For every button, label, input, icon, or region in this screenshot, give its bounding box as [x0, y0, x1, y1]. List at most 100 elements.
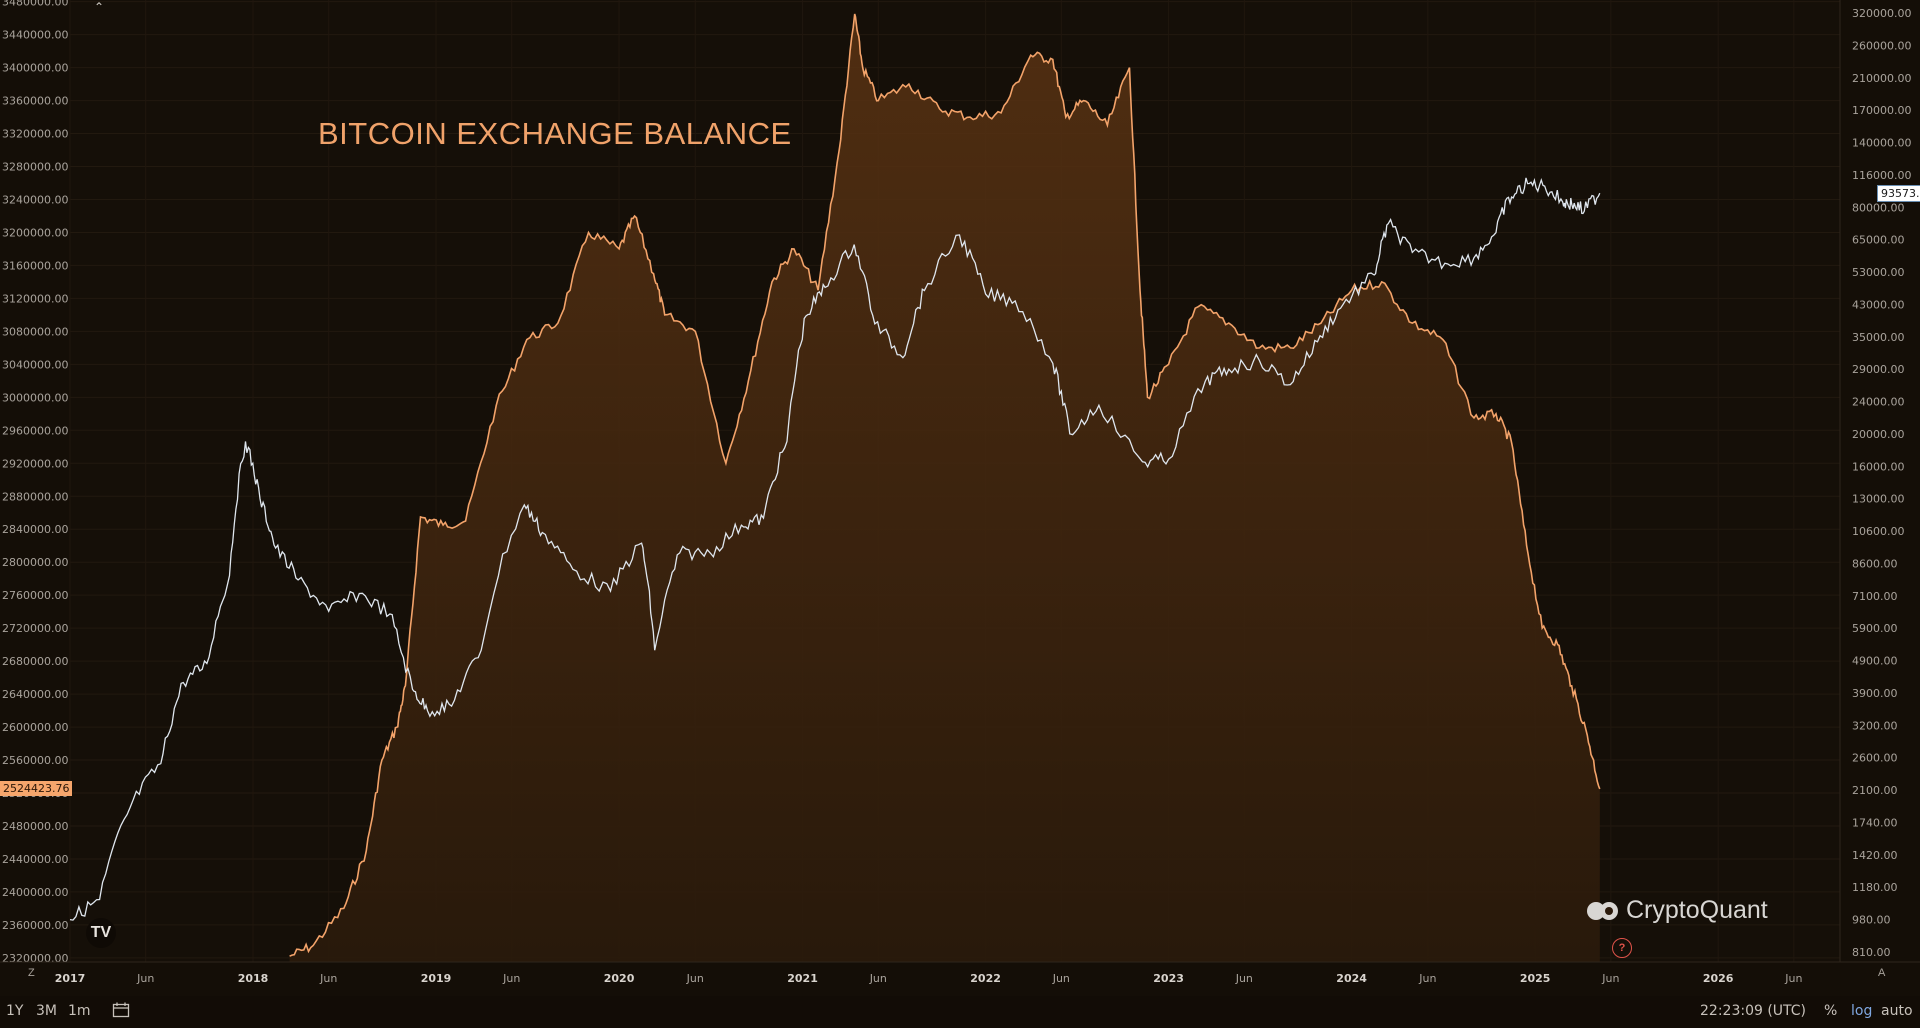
right-tick-label: 210000.00: [1852, 72, 1912, 85]
right-tick-label: 65000.00: [1852, 234, 1905, 247]
right-tick-label: 3200.00: [1852, 719, 1898, 732]
brand-name: CryptoQuant: [1626, 896, 1768, 924]
left-tick-label: 2800000.00: [2, 556, 68, 569]
time-tick-label: 2023: [1153, 972, 1184, 985]
right-tick-label: 116000.00: [1852, 169, 1912, 182]
right-tick-label: 1180.00: [1852, 881, 1898, 894]
left-tick-label: 2840000.00: [2, 523, 68, 536]
percent-scale-toggle[interactable]: %: [1824, 1003, 1838, 1019]
left-tick-label: 2560000.00: [2, 754, 68, 767]
balance-area: [289, 14, 1600, 962]
right-tick-label: 7100.00: [1852, 590, 1898, 603]
calendar-icon[interactable]: [112, 1002, 130, 1018]
left-tick-label: 3480000.00: [2, 0, 68, 9]
time-tick-label: 2022: [970, 972, 1001, 985]
right-tick-label: 4900.00: [1852, 655, 1898, 668]
log-scale-toggle[interactable]: log: [1851, 1003, 1873, 1019]
left-tick-label: 3120000.00: [2, 292, 68, 305]
left-tick-label: 2400000.00: [2, 886, 68, 899]
range-3m-button[interactable]: 3M: [36, 1003, 57, 1019]
right-tick-label: 24000.00: [1852, 396, 1905, 409]
left-tick-label: 2360000.00: [2, 919, 68, 932]
cryptoquant-logo-icon: [1587, 902, 1618, 920]
left-tick-label: 2320000.00: [2, 952, 68, 965]
balance-value-label: 2524423.76: [0, 780, 73, 796]
right-tick-label: 170000.00: [1852, 104, 1912, 117]
right-tick-label: 35000.00: [1852, 331, 1905, 344]
right-tick-label: 810.00: [1852, 946, 1891, 959]
left-tick-label: 3200000.00: [2, 226, 68, 239]
right-axis: 810.00 980.00 1180.00 1420.00 1740.00 2100.00…: [1852, 7, 1912, 959]
axis-auto-button[interactable]: A: [1878, 967, 1886, 979]
left-tick-label: 3320000.00: [2, 128, 68, 141]
right-tick-label: 53000.00: [1852, 266, 1905, 279]
left-tick-label: 3240000.00: [2, 193, 68, 206]
right-tick-label: 260000.00: [1852, 39, 1912, 52]
left-tick-label: 2440000.00: [2, 853, 68, 866]
time-tick-label: Jun: [1418, 972, 1436, 985]
right-tick-label: 10600.00: [1852, 525, 1905, 538]
balance-series-line: [289, 13, 1601, 957]
time-tick-label: 2018: [238, 972, 269, 985]
left-tick-label: 2760000.00: [2, 589, 68, 602]
collapse-chevron-icon[interactable]: ⌃: [93, 0, 105, 14]
left-tick-label: 3160000.00: [2, 259, 68, 272]
right-tick-label: 16000.00: [1852, 460, 1905, 473]
btc-price-label: 93573.42: [1877, 185, 1920, 203]
right-tick-label: 8600.00: [1852, 557, 1898, 570]
time-tick-label: Jun: [502, 972, 520, 985]
chart-title: BITCOIN EXCHANGE BALANCE: [318, 116, 792, 151]
left-tick-label: 3360000.00: [2, 95, 68, 108]
time-tick-label: 2019: [421, 972, 452, 985]
time-tick-label: Jun: [686, 972, 704, 985]
warning-icon[interactable]: ?: [1612, 938, 1632, 958]
time-tick-label: Jun: [136, 972, 154, 985]
time-tick-label: 2017: [55, 972, 86, 985]
time-tick-label: 2020: [604, 972, 635, 985]
right-tick-label: 43000.00: [1852, 298, 1905, 311]
range-1m-button[interactable]: 1m: [68, 1003, 91, 1019]
left-tick-label: 2480000.00: [2, 820, 68, 833]
right-tick-label: 13000.00: [1852, 493, 1905, 506]
right-tick-label: 140000.00: [1852, 137, 1912, 150]
zoom-reset-button[interactable]: Z: [28, 967, 35, 979]
left-tick-label: 2880000.00: [2, 490, 68, 503]
left-tick-label: 2640000.00: [2, 688, 68, 701]
right-tick-label: 20000.00: [1852, 428, 1905, 441]
right-tick-label: 2100.00: [1852, 784, 1898, 797]
right-tick-label: 29000.00: [1852, 363, 1905, 376]
time-axis: 2017 Jun 2018 Jun 2019 Jun 2020 Jun 2021 Jun 2022 J…: [55, 972, 1803, 985]
right-tick-label: 80000.00: [1852, 201, 1905, 214]
right-tick-label: 1740.00: [1852, 816, 1898, 829]
right-tick-label: 980.00: [1852, 914, 1891, 927]
utc-clock: 22:23:09 (UTC): [1700, 1003, 1807, 1019]
left-tick-label: 2920000.00: [2, 457, 68, 470]
time-tick-label: 2021: [787, 972, 818, 985]
left-tick-label: 3280000.00: [2, 161, 68, 174]
left-tick-label: 2720000.00: [2, 622, 68, 635]
time-tick-label: Jun: [1601, 972, 1619, 985]
left-tick-label: 3080000.00: [2, 325, 68, 338]
left-tick-label: 3400000.00: [2, 62, 68, 75]
btc-price-series-line: [69, 177, 1601, 921]
time-tick-label: Jun: [319, 972, 337, 985]
tradingview-logo-icon[interactable]: TV: [86, 918, 116, 948]
left-tick-label: 3000000.00: [2, 391, 68, 404]
auto-scale-toggle[interactable]: auto: [1881, 1003, 1913, 1019]
time-tick-label: 2024: [1336, 972, 1367, 985]
bottom-toolbar: [0, 996, 1920, 1028]
right-tick-label: 3900.00: [1852, 687, 1898, 700]
time-tick-label: 2026: [1703, 972, 1734, 985]
left-axis: 2320000.00 2360000.00 2400000.00 2440000.00…: [2, 0, 68, 965]
time-tick-label: Jun: [1052, 972, 1070, 985]
range-1y-button[interactable]: 1Y: [6, 1003, 24, 1019]
left-tick-label: 2680000.00: [2, 655, 68, 668]
time-tick-label: Jun: [1235, 972, 1253, 985]
left-tick-label: 2960000.00: [2, 424, 68, 437]
right-tick-label: 1420.00: [1852, 849, 1898, 862]
time-tick-label: Jun: [1784, 972, 1802, 985]
left-tick-label: 3440000.00: [2, 29, 68, 42]
right-tick-label: 5900.00: [1852, 622, 1898, 635]
